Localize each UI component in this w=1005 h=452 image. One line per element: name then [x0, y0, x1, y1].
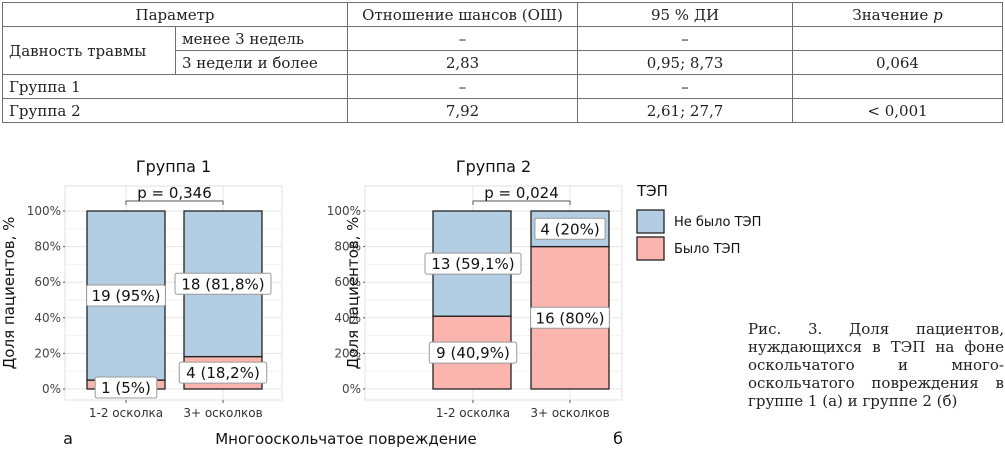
data-label-tep-box: [94, 376, 158, 399]
row-or: 2,83: [347, 50, 579, 75]
x-tick-label: 3+ осколков: [183, 406, 262, 420]
legend-item-label: Было ТЭП: [674, 242, 740, 257]
row-ci: 2,61; 27,7: [577, 98, 794, 123]
legend-swatch: [636, 209, 665, 234]
pvalue-text: p = 0,346: [137, 184, 212, 202]
y-tick-label: 20%: [34, 346, 61, 360]
table-row: 3 недели и более 2,83 0,95; 8,73 0,064: [3, 50, 1004, 75]
data-label-tep: 9 (40,9%): [436, 344, 510, 362]
row-sub-label: 3 недели и более: [174, 50, 349, 75]
row-ci: –: [577, 26, 794, 51]
x-tick-label: 3+ осколков: [530, 406, 609, 420]
header-p-prefix: Значение: [852, 5, 934, 24]
data-label-no-tep-box: [174, 272, 272, 295]
table-row: Давность травмы менее 3 недель – –: [2, 26, 1004, 75]
table-row: Группа 2 7,92 2,61; 27,7 < 0,001: [1, 98, 1004, 123]
row-group-label: Давность травмы: [2, 26, 176, 75]
y-tick-label: 100%: [27, 204, 61, 218]
y-tick-label: 40%: [34, 311, 61, 325]
data-label-no-tep: 4 (20%): [540, 220, 599, 238]
data-label-tep-box: [178, 361, 268, 384]
row-or: 7,92: [347, 98, 579, 123]
x-tick-label: 1-2 осколка: [436, 406, 510, 420]
row-ci: –: [577, 74, 794, 99]
data-label-tep: 4 (18,2%): [186, 364, 260, 382]
figure-caption: Рис. 3. Доля пациентов, нуждающихся в ТЭ…: [748, 320, 1004, 410]
y-tick-label: 20%: [334, 346, 361, 360]
row-ci: 0,95; 8,73: [577, 50, 794, 75]
table-row: Группа 1 – –: [1, 74, 1004, 99]
header-p-value: Значение p: [792, 2, 1004, 27]
pvalue-text: p = 0,024: [484, 184, 559, 202]
data-label-tep-box: [428, 341, 518, 364]
pvalue-bracket: [125, 200, 224, 205]
x-tick-label: 1-2 осколка: [89, 406, 163, 420]
y-tick-label: 40%: [334, 311, 361, 325]
chart-title: Группа 1: [136, 157, 211, 176]
y-tick-label: 60%: [34, 275, 61, 289]
x-axis-label: Многооскольчатое повреждение: [215, 430, 477, 448]
panel-letter: а: [63, 429, 73, 448]
row-p: < 0,001: [792, 98, 1004, 123]
y-axis-label: Доля пациентов, %: [0, 217, 18, 370]
chart-title: Группа 2: [456, 157, 531, 176]
legend-swatch: [636, 236, 665, 261]
header-odds-ratio: Отношение шансов (ОШ): [347, 2, 579, 27]
row-or: –: [347, 74, 579, 99]
y-tick-label: 80%: [34, 240, 61, 254]
data-label-tep-box: [530, 306, 610, 329]
legend-item-label: Не было ТЭП: [674, 215, 761, 230]
y-axis-label: Доля пациентов, %: [344, 217, 362, 370]
y-tick-label: 60%: [334, 275, 361, 289]
panel-letter: б: [613, 429, 623, 448]
header-parameter: Параметр: [1, 2, 349, 27]
data-label-no-tep-box: [86, 284, 166, 307]
row-group-label: Группа 2: [1, 98, 349, 123]
results-table: Параметр Отношение шансов (ОШ) 95 % ДИ З…: [1, 2, 1004, 123]
legend-title: ТЭП: [636, 182, 668, 200]
data-label-no-tep-box: [534, 217, 606, 240]
row-sub-label: менее 3 недель: [174, 26, 349, 51]
data-label-no-tep: 18 (81,8%): [181, 275, 264, 293]
data-label-tep: 16 (80%): [536, 309, 605, 327]
row-p: 0,064: [792, 50, 1004, 75]
row-group-label: Группа 1: [1, 74, 349, 99]
header-p-italic: p: [933, 5, 943, 24]
y-tick-label: 0%: [342, 382, 361, 396]
y-tick-label: 80%: [334, 240, 361, 254]
data-label-no-tep: 13 (59,1%): [431, 255, 514, 273]
row-or: –: [347, 26, 579, 51]
pvalue-bracket: [472, 200, 571, 205]
y-tick-label: 0%: [42, 382, 61, 396]
table-header-row: Параметр Отношение шансов (ОШ) 95 % ДИ З…: [1, 2, 1004, 27]
data-label-no-tep: 19 (95%): [92, 287, 161, 305]
data-label-tep: 1 (5%): [101, 379, 151, 397]
y-tick-label: 100%: [327, 204, 361, 218]
data-label-no-tep-box: [424, 252, 522, 275]
